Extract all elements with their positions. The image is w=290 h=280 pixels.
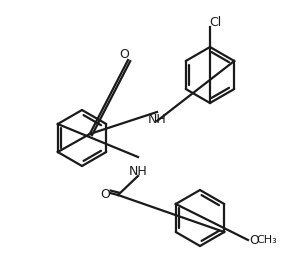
Text: O: O xyxy=(119,48,129,62)
Text: NH: NH xyxy=(148,113,166,126)
Text: O: O xyxy=(249,234,259,246)
Text: NH: NH xyxy=(129,165,147,178)
Text: O: O xyxy=(100,188,110,200)
Text: Cl: Cl xyxy=(209,17,221,29)
Text: CH₃: CH₃ xyxy=(257,235,277,245)
